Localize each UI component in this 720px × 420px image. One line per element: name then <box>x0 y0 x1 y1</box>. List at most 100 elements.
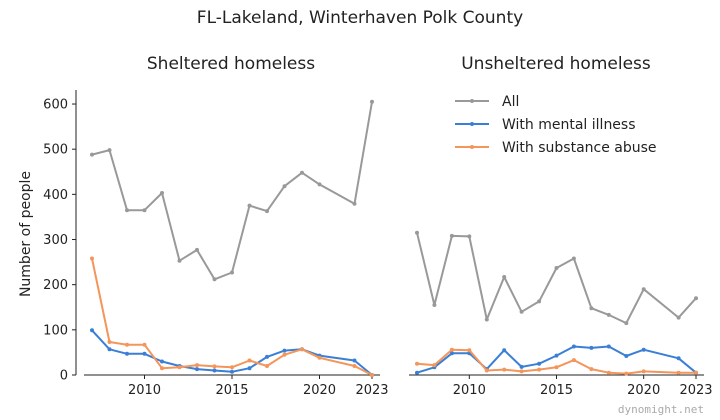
data-point-with-mental-illness <box>502 348 507 353</box>
data-point-all <box>589 306 594 311</box>
data-point-all <box>694 296 698 301</box>
panel-sheltered: Sheltered homeless 2010 2015 2020 2023 0 100 20… <box>43 54 388 398</box>
data-point-with-substance-abuse <box>449 347 454 352</box>
x-tick-label: 2020 <box>303 383 336 398</box>
data-point-with-substance-abuse <box>537 367 542 372</box>
data-point-with-mental-illness <box>160 359 164 364</box>
y-axis-label: Number of people <box>18 171 34 297</box>
data-point-with-mental-illness <box>90 328 94 333</box>
data-point-with-substance-abuse <box>90 256 94 261</box>
data-point-with-substance-abuse <box>432 363 437 368</box>
x-tick-label: 2023 <box>679 383 712 398</box>
y-tick-label: 0 <box>60 369 68 384</box>
data-point-with-substance-abuse <box>107 340 112 344</box>
data-point-with-mental-illness <box>537 361 542 366</box>
data-point-all <box>554 266 559 270</box>
data-point-with-substance-abuse <box>160 366 164 371</box>
data-point-with-substance-abuse <box>415 361 419 366</box>
data-point-with-substance-abuse <box>282 352 287 357</box>
data-point-all <box>247 203 252 208</box>
data-point-with-substance-abuse <box>230 365 234 370</box>
panel-subtitle: Unsheltered homeless <box>461 54 651 74</box>
data-point-with-mental-illness <box>125 351 129 356</box>
data-point-all <box>432 303 437 307</box>
data-point-with-substance-abuse <box>317 355 322 360</box>
data-point-all <box>195 247 199 252</box>
data-point-all <box>370 99 374 104</box>
x-tick-label: 2010 <box>453 383 486 398</box>
data-point-all <box>300 170 304 175</box>
legend-entry-with-mental-illness: With mental illness <box>502 117 636 133</box>
data-point-with-substance-abuse <box>212 364 217 369</box>
data-point-with-mental-illness <box>624 354 629 358</box>
data-point-with-substance-abuse <box>247 358 252 363</box>
data-point-all <box>502 275 507 279</box>
data-point-with-mental-illness <box>142 351 147 356</box>
data-point-with-substance-abuse <box>606 370 611 375</box>
data-point-all <box>641 287 646 292</box>
data-point-all <box>160 191 164 195</box>
data-point-all <box>571 256 576 261</box>
data-point-with-mental-illness <box>352 358 357 363</box>
data-point-all <box>212 277 217 282</box>
series-line-all <box>91 101 373 281</box>
chart-title: FL-Lakeland, Winterhaven Polk County <box>197 8 523 28</box>
data-point-all <box>624 321 629 326</box>
data-point-all <box>265 209 269 214</box>
data-point-with-substance-abuse <box>571 358 576 363</box>
data-point-with-substance-abuse <box>589 367 594 372</box>
data-point-with-mental-illness <box>449 351 454 356</box>
data-point-all <box>484 317 489 322</box>
data-point-with-substance-abuse <box>300 347 304 352</box>
legend-entry-all: All <box>502 94 519 110</box>
data-point-with-mental-illness <box>415 370 419 375</box>
data-point-all <box>90 152 94 157</box>
watermark: dynomight.net <box>618 403 704 416</box>
data-point-all <box>352 201 357 206</box>
data-point-all <box>142 208 147 213</box>
series-line-with-mental-illness <box>416 345 697 374</box>
legend: All With mental illness With substance abu… <box>455 94 657 156</box>
y-tick-label: 500 <box>43 143 68 158</box>
data-point-with-mental-illness <box>641 347 646 352</box>
y-tick-label: 200 <box>43 278 68 293</box>
series-line-all <box>416 232 697 325</box>
data-point-with-substance-abuse <box>125 342 129 347</box>
data-point-with-mental-illness <box>606 344 611 349</box>
data-point-with-substance-abuse <box>519 369 524 374</box>
data-point-with-mental-illness <box>247 366 252 371</box>
data-point-with-substance-abuse <box>142 342 147 347</box>
data-point-all <box>467 234 472 239</box>
data-point-with-mental-illness <box>282 348 287 353</box>
data-point-with-substance-abuse <box>624 371 629 376</box>
data-point-with-substance-abuse <box>265 364 269 368</box>
series-line-with-substance-abuse <box>91 258 373 376</box>
data-point-with-mental-illness <box>554 353 559 358</box>
data-point-all <box>177 258 182 263</box>
data-point-with-mental-illness <box>212 368 217 373</box>
series-line-with-substance-abuse <box>416 348 696 375</box>
data-point-with-mental-illness <box>519 364 524 369</box>
legend-marker-with-substance-abuse <box>470 145 474 149</box>
data-point-all <box>415 230 419 235</box>
data-point-with-substance-abuse <box>641 369 646 374</box>
data-point-all <box>519 309 524 314</box>
data-point-with-mental-illness <box>589 345 594 350</box>
data-point-all <box>125 208 129 213</box>
x-tick-label: 2020 <box>627 383 660 398</box>
data-point-with-mental-illness <box>230 369 234 374</box>
data-point-with-substance-abuse <box>484 368 489 373</box>
y-tick-label: 600 <box>43 98 68 113</box>
y-tick-label: 400 <box>43 188 68 203</box>
data-point-with-substance-abuse <box>177 365 182 370</box>
legend-marker-with-mental-illness <box>470 122 474 126</box>
data-point-all <box>317 182 322 187</box>
data-point-with-substance-abuse <box>502 367 507 372</box>
panel-unsheltered: Unsheltered homeless 2010 2015 2020 2023 <box>409 54 713 398</box>
data-point-with-mental-illness <box>676 356 681 361</box>
data-point-all <box>449 233 454 238</box>
data-point-with-mental-illness <box>265 354 269 359</box>
data-point-with-substance-abuse <box>554 365 559 370</box>
x-tick-label: 2015 <box>215 383 248 398</box>
